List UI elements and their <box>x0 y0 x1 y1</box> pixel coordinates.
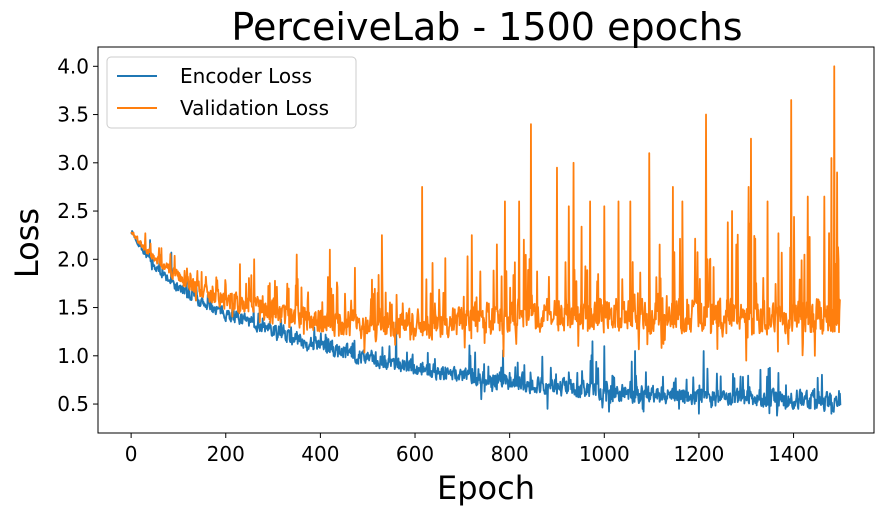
legend-label: Encoder Loss <box>180 64 312 88</box>
x-tick-label: 1000 <box>579 442 630 466</box>
x-tick-label: 600 <box>396 442 434 466</box>
series-layer <box>130 65 842 417</box>
x-tick-label: 1200 <box>673 442 724 466</box>
y-tick-label: 2.5 <box>57 199 89 223</box>
y-tick-label: 2.0 <box>57 247 89 271</box>
x-tick-label: 800 <box>491 442 529 466</box>
y-tick-label: 1.0 <box>57 344 89 368</box>
legend-box <box>106 56 357 129</box>
y-tick-label: 0.5 <box>57 392 89 416</box>
y-tick-label: 1.5 <box>57 296 89 320</box>
x-tick-label: 200 <box>207 442 245 466</box>
y-tick-label: 3.5 <box>57 103 89 127</box>
series-line-validation-loss <box>130 65 841 362</box>
legend-label: Validation Loss <box>180 96 329 120</box>
y-axis-title: Loss <box>8 208 46 278</box>
x-axis: 0 200 400 600 800 1000 1200 1400 <box>125 433 819 466</box>
chart-title: PerceiveLab - 1500 epochs <box>231 5 742 49</box>
x-tick-label: 1400 <box>768 442 819 466</box>
x-axis-title: Epoch <box>437 469 535 507</box>
y-tick-label: 3.0 <box>57 151 89 175</box>
plot-frame <box>97 46 875 434</box>
series-line-encoder-loss <box>130 230 842 417</box>
y-tick-label: 4.0 <box>57 54 89 78</box>
legend: Encoder Loss Validation Loss <box>106 56 357 129</box>
x-tick-label: 400 <box>301 442 339 466</box>
y-axis: 0.5 1.0 1.5 2.0 2.5 3.0 3.5 4.0 <box>57 54 98 416</box>
x-tick-label: 0 <box>125 442 138 466</box>
